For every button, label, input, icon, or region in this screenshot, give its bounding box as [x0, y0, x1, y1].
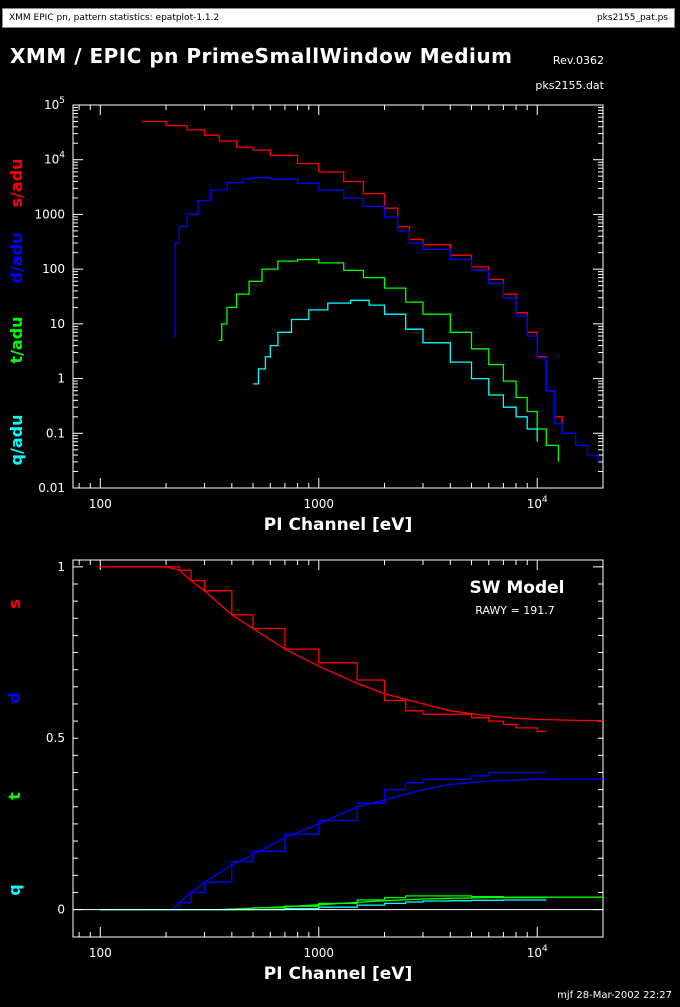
y-axis-label-d-adu: d/adu [7, 233, 26, 284]
chart-panel-1: 100 1000 104 0.01 0.1 1 10 100 1000 104 105 PI Chan… [7, 96, 604, 535]
y-tick-label: 104 [44, 151, 65, 167]
y-tick-label: 0.1 [46, 426, 65, 440]
y-axis-label-q: q [5, 884, 24, 895]
y-axis-label-q-adu: q/adu [7, 415, 26, 466]
plot-frame [72, 104, 604, 489]
chart-panel-2: 100 1000 104 0 0.5 1 PI Channel [eV] s d t q SW Mod… [5, 559, 604, 984]
series-line-t-adu [219, 258, 560, 462]
annotation-subtitle: RAWY = 191.7 [475, 604, 554, 617]
y-axis-label-d: d [5, 692, 24, 703]
series-line-d [100, 771, 547, 911]
series-line-s-adu [141, 120, 563, 434]
y-tick-label: 105 [44, 96, 65, 112]
y-tick-label: 0.01 [38, 481, 65, 495]
y-axis-label-t-adu: t/adu [7, 316, 26, 363]
y-tick-label: 1000 [34, 207, 65, 221]
series-line-s-model [100, 566, 603, 722]
x-axis-label: PI Channel [eV] [264, 515, 412, 535]
revision-label: Rev.0362 [552, 54, 604, 67]
series-line-q-adu [253, 299, 538, 442]
series-line-t-model [100, 896, 603, 911]
y-tick-label: 100 [42, 262, 65, 276]
y-tick-label: 0 [57, 903, 65, 917]
series-line-s [100, 566, 547, 733]
plot-frame [72, 559, 604, 938]
y-tick-label: 0.5 [46, 731, 65, 745]
series-line-d-model [100, 778, 603, 911]
page-title: XMM / EPIC pn PrimeSmallWindow Medium [10, 44, 513, 68]
y-axis-label-s: s [5, 599, 24, 609]
y-tick-label: 1 [57, 372, 65, 386]
header-banner: XMM EPIC pn, pattern statistics: epatplo… [2, 8, 675, 28]
x-tick-label: 1000 [303, 497, 334, 511]
y-axis-label-t: t [5, 792, 24, 800]
y-tick-label: 1 [57, 560, 65, 574]
filename-label: pks2155.dat [535, 79, 604, 92]
annotation-title: SW Model [469, 578, 564, 598]
y-tick-label: 10 [50, 317, 65, 331]
x-tick-label: 100 [89, 497, 112, 511]
header-left-text: XMM EPIC pn, pattern statistics: epatplo… [9, 13, 220, 23]
x-tick-label: 100 [89, 946, 112, 960]
x-axis-label: PI Channel [eV] [264, 964, 412, 984]
y-axis-label-s-adu: s/adu [7, 158, 26, 207]
x-tick-label: 104 [527, 495, 548, 511]
x-tick-label: 1000 [303, 946, 334, 960]
header-right-text: pks2155_pat.ps [596, 13, 668, 23]
series-line-q [100, 899, 547, 911]
series-line-d-adu [172, 177, 599, 462]
footer-label: mjf 28-Mar-2002 22:27 [557, 990, 672, 1001]
x-tick-label: 104 [527, 944, 548, 960]
